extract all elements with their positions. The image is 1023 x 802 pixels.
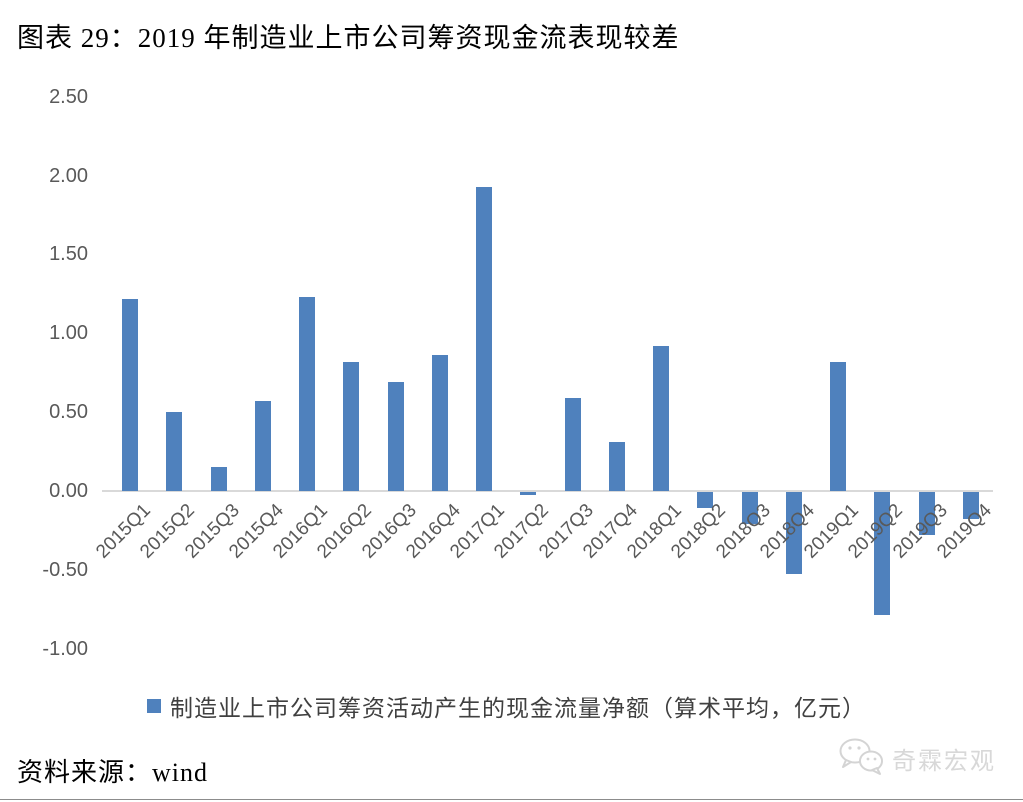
- bar-2018Q4: [785, 492, 802, 574]
- bar-2018Q3: [741, 492, 758, 524]
- watermark: 奇霖宏观: [838, 736, 996, 781]
- bar-2017Q4: [608, 442, 625, 491]
- bottom-divider: [0, 799, 1023, 800]
- watermark-text: 奇霖宏观: [892, 748, 996, 775]
- bar-2016Q3: [387, 382, 404, 491]
- y-tick-2.50: 2.50: [49, 85, 88, 108]
- bar-2016Q1: [299, 297, 316, 491]
- legend-swatch: [147, 699, 161, 713]
- bar-2017Q3: [564, 397, 581, 491]
- bar-2019Q3: [918, 492, 935, 535]
- y-tick--1.00: -1.00: [42, 637, 88, 660]
- legend-label: 制造业上市公司筹资活动产生的现金流量净额（算术平均，亿元）: [170, 695, 866, 721]
- wechat-icon: [838, 736, 884, 781]
- bar-2015Q2: [166, 412, 183, 491]
- bar-2016Q4: [431, 355, 448, 491]
- y-tick-2.00: 2.00: [49, 164, 88, 187]
- bar-2017Q1: [476, 186, 493, 491]
- bar-2016Q2: [343, 361, 360, 491]
- y-tick-1.00: 1.00: [49, 322, 88, 345]
- y-tick-0.50: 0.50: [49, 401, 88, 424]
- chart-title: 图表 29：2019 年制造业上市公司筹资现金流表现较差: [17, 23, 680, 53]
- bar-2017Q2: [520, 492, 537, 496]
- source-text: 资料来源：wind: [17, 758, 209, 787]
- bar-2015Q3: [210, 467, 227, 491]
- bar-2018Q2: [697, 492, 714, 508]
- y-tick--0.50: -0.50: [42, 558, 88, 581]
- y-tick-1.50: 1.50: [49, 243, 88, 266]
- legend: 制造业上市公司筹资活动产生的现金流量净额（算术平均，亿元）: [147, 689, 866, 723]
- bar-2018Q1: [653, 345, 670, 491]
- bar-2019Q1: [830, 361, 847, 491]
- x-axis-line: [102, 490, 993, 492]
- bar-2015Q1: [122, 298, 138, 491]
- bar-2015Q4: [254, 401, 271, 491]
- y-tick-0.00: 0.00: [49, 480, 88, 502]
- bar-2019Q4: [962, 492, 979, 519]
- bar-2019Q2: [874, 492, 891, 615]
